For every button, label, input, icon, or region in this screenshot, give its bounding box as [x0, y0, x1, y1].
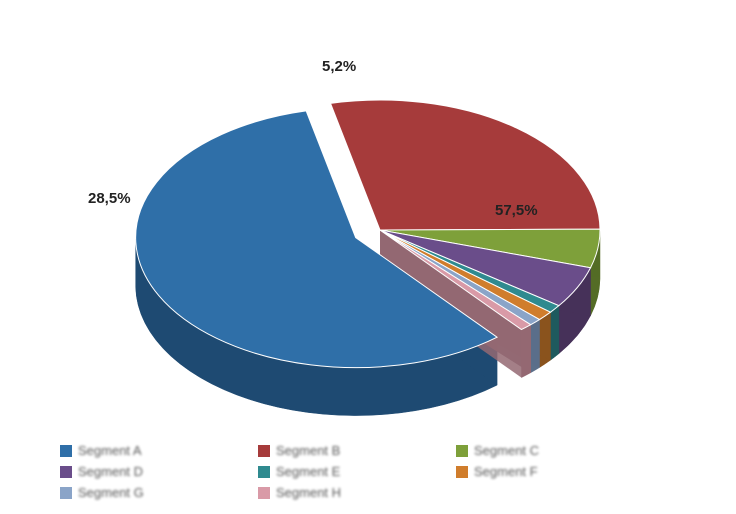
legend-label: Segment C: [474, 443, 539, 458]
pie-slice: [331, 100, 600, 230]
legend-label: Segment E: [276, 464, 340, 479]
legend-swatch: [456, 445, 468, 457]
legend-item: Segment C: [456, 443, 636, 458]
legend-swatch: [258, 445, 270, 457]
legend-item: Segment A: [60, 443, 240, 458]
legend-item: Segment E: [258, 464, 438, 479]
legend-swatch: [258, 466, 270, 478]
pie-chart-3d: Segment A Segment B Segment C Segment D Segm…: [0, 0, 736, 514]
legend-label: Segment G: [78, 485, 144, 500]
legend-item: Segment G: [60, 485, 240, 500]
legend-label: Segment A: [78, 443, 142, 458]
pct-label: 5,2%: [322, 58, 356, 75]
legend-swatch: [258, 487, 270, 499]
pie-svg: [0, 0, 736, 420]
legend-item: Segment F: [456, 464, 636, 479]
legend-label: Segment D: [78, 464, 143, 479]
legend-item: Segment H: [258, 485, 438, 500]
legend-swatch: [60, 445, 72, 457]
legend-swatch: [60, 466, 72, 478]
legend-item: Segment D: [60, 464, 240, 479]
legend-swatch: [60, 487, 72, 499]
legend: Segment A Segment B Segment C Segment D Segm…: [60, 443, 680, 500]
legend-item: Segment B: [258, 443, 438, 458]
pct-label: 28,5%: [88, 190, 131, 207]
pct-label: 57,5%: [495, 202, 538, 219]
legend-label: Segment B: [276, 443, 340, 458]
legend-label: Segment H: [276, 485, 341, 500]
legend-swatch: [456, 466, 468, 478]
legend-label: Segment F: [474, 464, 538, 479]
